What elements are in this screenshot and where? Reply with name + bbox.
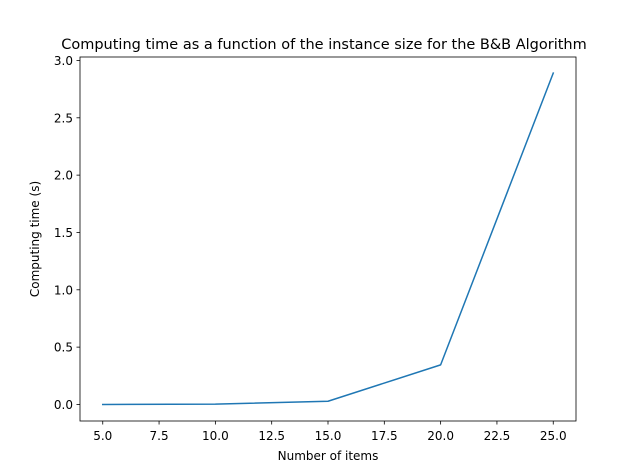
y-tick-label: 1.5 <box>54 226 73 240</box>
y-axis: 0.0 0.5 1.0 1.5 2.0 2.5 3.0 <box>54 54 80 412</box>
plot-area <box>79 56 577 422</box>
x-tick-label: 5.0 <box>93 429 112 443</box>
x-tick-label: 12.5 <box>258 429 285 443</box>
x-tick-label: 10.0 <box>202 429 229 443</box>
x-tick-label: 17.5 <box>371 429 398 443</box>
x-tick-label: 15.0 <box>315 429 342 443</box>
y-tick-label: 3.0 <box>54 54 73 68</box>
x-axis: 5.0 7.5 10.0 12.5 15.0 17.5 20.0 22.5 25.0 <box>93 421 567 443</box>
y-axis-label: Computing time (s) <box>28 181 42 297</box>
x-tick-label: 20.0 <box>427 429 454 443</box>
x-axis-label: Number of items <box>278 449 379 463</box>
series-line-0 <box>101 72 555 406</box>
x-tick-label: 25.0 <box>540 429 567 443</box>
plot-frame <box>79 56 577 422</box>
y-tick-label: 0.0 <box>54 398 73 412</box>
x-tick-label: 7.5 <box>150 429 169 443</box>
y-tick-label: 0.5 <box>54 341 73 355</box>
y-tick-label: 2.5 <box>54 111 73 125</box>
y-tick-label: 2.0 <box>54 169 73 183</box>
y-tick-label: 1.0 <box>54 283 73 297</box>
x-tick-label: 22.5 <box>484 429 511 443</box>
chart-title: Computing time as a function of the inst… <box>61 37 587 53</box>
